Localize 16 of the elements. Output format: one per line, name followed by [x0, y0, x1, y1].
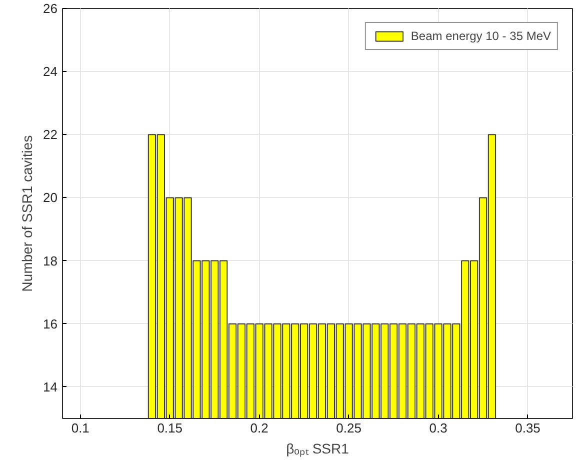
y-axis-title: Number of SSR1 cavities [19, 135, 36, 292]
legend-label: Beam energy 10 - 35 MeV [410, 29, 551, 43]
x-tick-label: 0.3 [429, 420, 448, 436]
x-tick-label: 0.25 [336, 420, 362, 436]
x-axis-title: βₒₚₜ SSR1 [286, 440, 350, 458]
x-tick-label: 0.1 [71, 420, 90, 436]
y-tick-label: 14 [43, 379, 58, 394]
y-tick-label: 16 [43, 316, 58, 332]
y-tick-label: 18 [43, 253, 58, 268]
x-tick-label: 0.15 [157, 420, 183, 436]
y-tick-label: 22 [43, 127, 58, 142]
x-tick-label: 0.35 [515, 420, 540, 436]
y-tick-label: 26 [43, 1, 58, 16]
x-tick-label: 0.2 [250, 420, 268, 436]
y-tick-label: 24 [43, 64, 58, 80]
y-tick-label: 20 [43, 190, 58, 206]
